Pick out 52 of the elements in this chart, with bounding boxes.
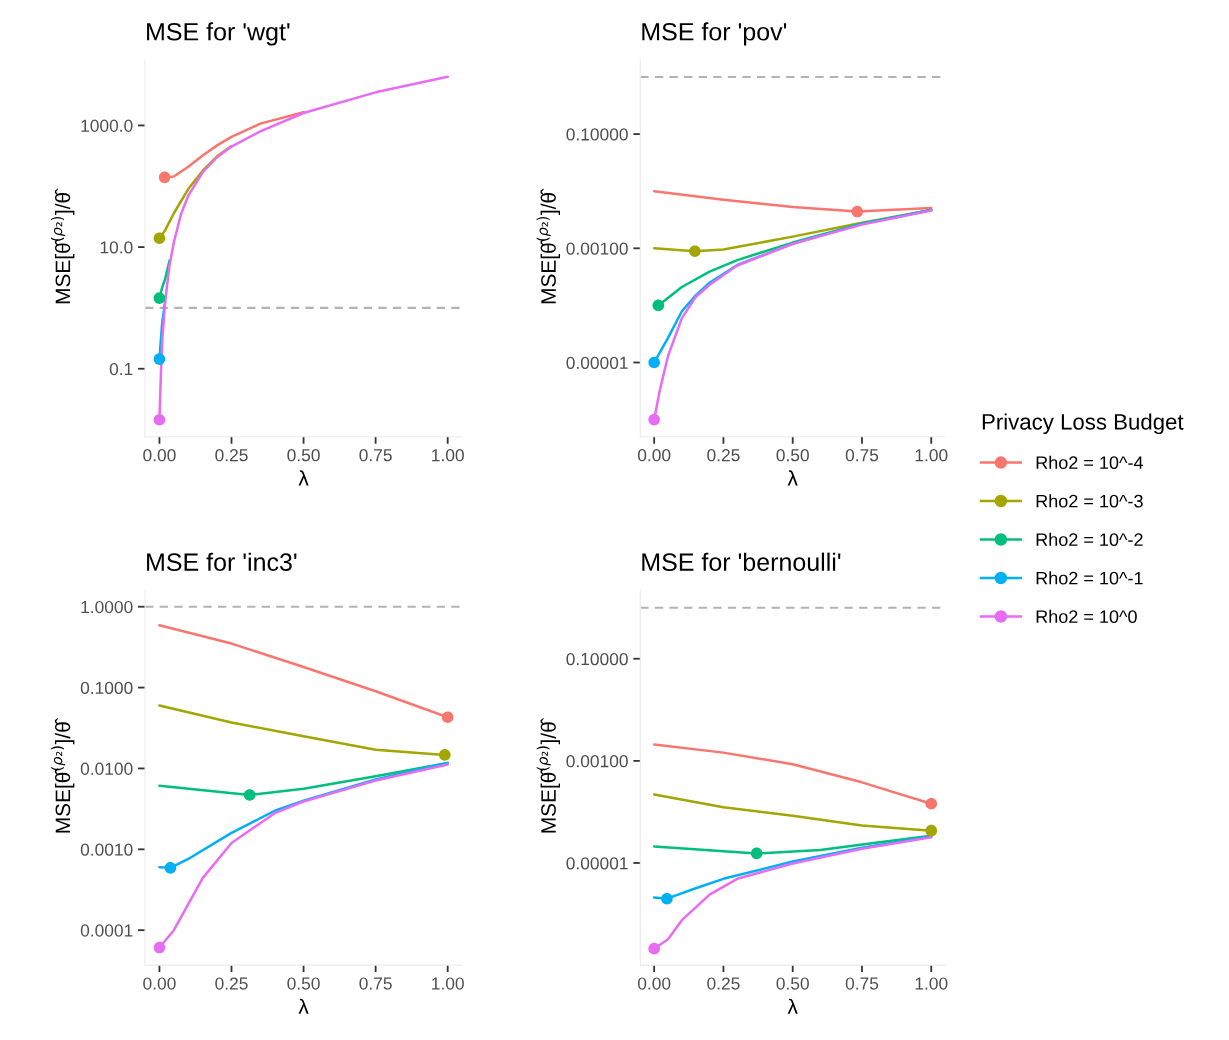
- x-axis-title: λ: [298, 998, 309, 1014]
- y-tick-label: 0.1: [109, 362, 133, 376]
- x-tick-label: 0.75: [359, 449, 392, 462]
- y-axis-title: MSE[θ̂$^{(ρ₂)}$]/θ̂: [536, 188, 561, 304]
- y-tick-label: 0.1000: [80, 681, 133, 695]
- x-tick-label: 1.00: [432, 977, 464, 990]
- y-tick-label: 0.00001: [566, 857, 628, 870]
- legend-label: Rho2 = 10^0: [1036, 609, 1137, 624]
- x-tick-label: 0.00: [143, 977, 176, 990]
- x-tick-label: 0.50: [776, 449, 809, 462]
- x-tick-label: 0.25: [707, 449, 740, 462]
- x-tick-label: 0.50: [776, 977, 809, 990]
- chart-title: MSE for 'pov': [642, 22, 787, 46]
- legend-title: Privacy Loss Budget: [982, 413, 1184, 435]
- y-tick-label: 0.00001: [566, 356, 628, 369]
- chart-title: MSE for 'wgt': [147, 22, 290, 46]
- x-tick-label: 0.50: [287, 977, 320, 990]
- x-axis-title: λ: [787, 470, 798, 486]
- x-tick-label: 0.50: [287, 449, 320, 462]
- y-tick-label: 0.10000: [566, 652, 628, 666]
- y-tick-label: 0.0010: [80, 843, 133, 856]
- y-tick-label: 1000.0: [81, 119, 133, 132]
- x-tick-label: 0.25: [215, 977, 248, 990]
- legend-label: Rho2 = 10^-1: [1036, 571, 1143, 585]
- chart-title: MSE for 'inc3': [147, 552, 297, 571]
- x-tick-label: 0.75: [845, 449, 879, 462]
- y-tick-label: 0.0001: [80, 924, 133, 937]
- y-tick-label: 1.0000: [81, 600, 133, 614]
- x-tick-label: 1.00: [915, 449, 948, 462]
- y-tick-label: 0.00100: [566, 755, 628, 768]
- x-tick-label: 0.00: [637, 977, 671, 990]
- y-tick-label: 0.10000: [566, 128, 628, 141]
- legend-label: Rho2 = 10^-3: [1036, 494, 1143, 508]
- x-tick-label: 0.75: [359, 977, 392, 990]
- x-tick-label: 0.00: [637, 449, 671, 462]
- x-tick-label: 0.25: [215, 449, 248, 462]
- x-tick-label: 1.00: [432, 449, 464, 462]
- y-axis-title: MSE[θ̂$^{(ρ₂)}$]/θ̂: [51, 717, 75, 833]
- x-axis-title: λ: [787, 998, 798, 1014]
- y-tick-label: 10.0: [100, 241, 133, 254]
- x-tick-label: 0.75: [845, 977, 879, 990]
- x-tick-label: 0.25: [707, 977, 740, 990]
- chart-title: MSE for 'bernoulli': [642, 552, 841, 571]
- x-tick-label: 0.00: [143, 449, 176, 462]
- x-axis-title: λ: [298, 470, 309, 486]
- y-axis-title: MSE[θ̂$^{(ρ₂)}$]/θ̂: [51, 188, 75, 304]
- y-tick-label: 0.0100: [80, 762, 133, 775]
- y-tick-label: 0.00100: [566, 242, 628, 255]
- y-axis-title: MSE[θ̂$^{(ρ₂)}$]/θ̂: [536, 717, 561, 833]
- legend-label: Rho2 = 10^-4: [1036, 455, 1143, 470]
- x-tick-label: 1.00: [915, 977, 948, 990]
- legend-label: Rho2 = 10^-2: [1036, 532, 1143, 547]
